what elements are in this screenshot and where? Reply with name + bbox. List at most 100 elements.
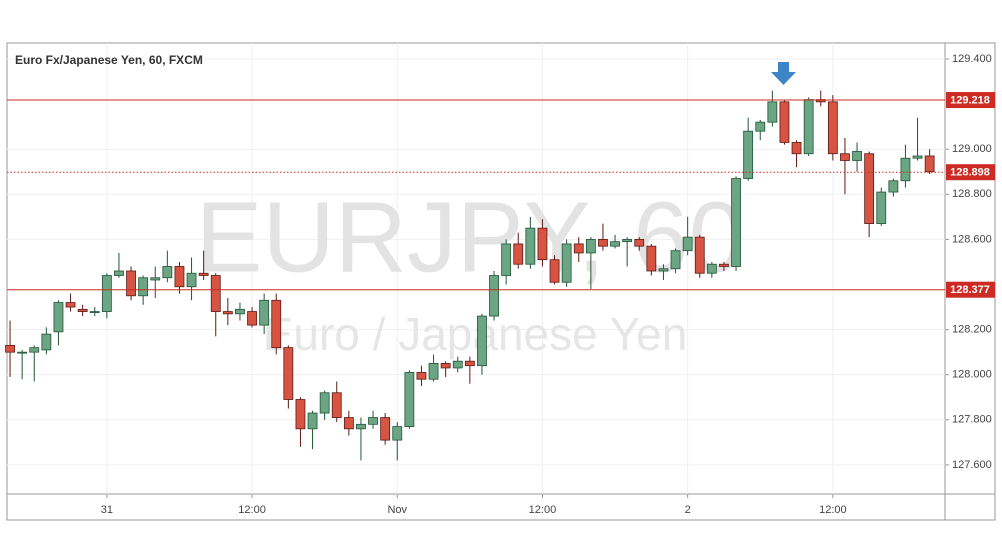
candle-body [912, 155, 923, 159]
candle-body [271, 299, 282, 349]
candle-body [380, 417, 391, 441]
candle-body [767, 101, 778, 123]
candle-body [295, 399, 306, 430]
price-badge [946, 164, 995, 181]
candle-body [477, 315, 487, 367]
candle-body [452, 360, 463, 369]
chart-title: Euro Fx/Japanese Yen, 60, FXCM [15, 53, 203, 67]
x-tick-label: 2 [685, 504, 691, 516]
candle-body [331, 392, 342, 418]
candle-body [17, 351, 28, 354]
candle-body [198, 272, 209, 276]
candle-body [174, 266, 185, 288]
candle-body [210, 275, 221, 312]
candle-body [319, 392, 330, 414]
candle-body [573, 243, 584, 254]
x-tick-label: Nov [387, 504, 407, 516]
candle-body [101, 275, 112, 312]
candle-body [791, 142, 802, 155]
candle-body [53, 302, 64, 333]
candle-body [924, 155, 935, 173]
candle-body [803, 99, 814, 155]
candle-body [186, 272, 197, 288]
outer-frame [6, 42, 996, 521]
candle-body [65, 302, 76, 308]
candle-body [537, 227, 548, 261]
y-tick-label: 128.000 [952, 369, 992, 381]
grid [7, 43, 945, 494]
candle-body [646, 245, 657, 272]
candle-body [610, 241, 620, 247]
candle-body [670, 250, 681, 270]
x-tick-label: 31 [101, 504, 113, 516]
candle-body [731, 178, 741, 267]
candle-body [440, 363, 451, 369]
candle-body [247, 311, 257, 326]
y-tick-label: 127.800 [952, 414, 992, 426]
y-tick-label: 129.000 [952, 143, 992, 155]
candle-body [283, 347, 294, 400]
candle-body [464, 360, 475, 367]
candle-body [392, 426, 403, 441]
price-badge [946, 281, 995, 298]
plot [5, 90, 935, 461]
candle-body [41, 333, 52, 351]
price-badge-label: 128.377 [950, 284, 990, 296]
candle-body [658, 268, 669, 272]
candle-body [307, 412, 318, 430]
candle-body [852, 151, 862, 161]
y-tick-label: 128.600 [952, 233, 992, 245]
candle-body [864, 153, 875, 225]
candle-body [682, 236, 693, 252]
candle-body [5, 344, 15, 353]
candle-body [162, 266, 173, 279]
watermark-subtitle: Euro / Japanese Yen [263, 308, 688, 360]
candle-body [561, 243, 572, 283]
candle-body [501, 243, 512, 276]
candle-body [368, 417, 378, 425]
candle-body [694, 236, 705, 274]
candle-body [428, 363, 439, 380]
x-tick-label: 12:00 [819, 504, 847, 516]
candle-body [416, 372, 427, 380]
candle-body [222, 311, 233, 315]
x-tick-label: 12:00 [529, 504, 557, 516]
candle-body [598, 239, 608, 247]
price-badge-label: 129.218 [950, 94, 990, 106]
candle-body [259, 299, 270, 326]
candle-body [150, 277, 161, 281]
candle-body [235, 308, 245, 315]
watermark: EURJPY, 60 [196, 181, 744, 293]
candle-body [356, 423, 366, 430]
candle-body [840, 153, 850, 161]
candle-body [77, 308, 88, 312]
candle-body [743, 130, 754, 179]
candle-body [549, 259, 560, 283]
candle-body [126, 270, 136, 297]
candle-body [719, 263, 729, 267]
candle-body [888, 180, 899, 193]
candle-body [404, 372, 415, 427]
candle-body [706, 263, 717, 274]
y-tick-label: 128.800 [952, 188, 992, 200]
price-badge [946, 92, 995, 109]
candle-body [827, 101, 838, 155]
y-tick-label: 129.400 [952, 53, 992, 65]
candle-body [779, 101, 790, 143]
candle-body [585, 239, 596, 254]
candle-body [755, 121, 766, 132]
candle-body [876, 191, 887, 225]
candle-body [29, 347, 40, 353]
candle-body [513, 243, 524, 265]
candle-body [343, 417, 354, 430]
candle-body [489, 275, 499, 317]
arrow-marker [771, 62, 796, 85]
x-tick-label: 12:00 [238, 504, 266, 516]
candle-body [114, 270, 124, 276]
candle-body [634, 239, 645, 247]
candle-body [525, 227, 536, 265]
candle-body [89, 311, 100, 313]
price-badge-label: 128.898 [950, 167, 990, 179]
y-tick-label: 128.200 [952, 324, 992, 336]
